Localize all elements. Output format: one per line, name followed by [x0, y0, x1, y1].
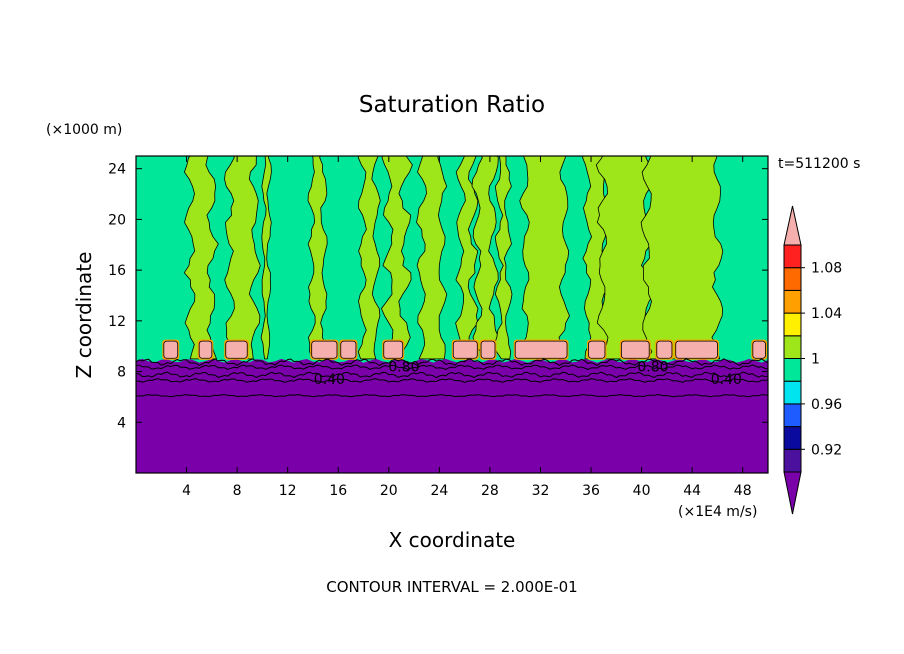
cloud-cap: [620, 340, 650, 359]
y-axis: 4 8 12 16 20 24: [108, 162, 768, 431]
supersaturated-column: [640, 156, 724, 360]
contour-line: [136, 378, 768, 383]
x-tick-label: 8: [233, 483, 242, 499]
supersaturated-column: [471, 156, 500, 360]
x-tick-label: 44: [683, 483, 701, 499]
colorbar-bin: [783, 312, 802, 337]
contour-value-label: 0.40: [711, 372, 742, 388]
x-tick-label: 16: [329, 483, 347, 499]
cloud-cap: [225, 340, 248, 359]
y-tick-label: 16: [108, 263, 126, 279]
contour-line: [136, 394, 768, 398]
x-tick-label: 24: [430, 483, 448, 499]
colorbar-label: 0.96: [811, 397, 842, 413]
plot-frame: [135, 155, 769, 474]
colorbar: 1.08 1.04 1 0.96 0.92: [783, 205, 842, 515]
cloud-cap: [311, 340, 338, 359]
supersaturated-column: [416, 156, 448, 360]
x-tick-label: 32: [532, 483, 550, 499]
cloud-cap: [198, 340, 213, 359]
supersaturated-column: [183, 156, 219, 360]
contour-interval-footer: CONTOUR INTERVAL = 2.000E-01: [326, 578, 577, 596]
cloud-cap: [675, 340, 718, 359]
colorbar-label: 1.04: [811, 306, 842, 322]
cloud-cap: [588, 340, 606, 359]
supersaturated-column: [224, 156, 261, 360]
colorbar-bin: [783, 448, 802, 473]
contour-line: [136, 358, 768, 367]
supersaturated-column: [380, 156, 413, 360]
contour-field: [136, 156, 768, 473]
colorbar-bin: [783, 244, 802, 269]
cloud-cap: [656, 340, 673, 359]
contour-value-label: 0.40: [314, 372, 345, 388]
y-tick-label: 20: [108, 212, 126, 228]
dry-layer-region: [136, 358, 768, 473]
supersaturated-column: [455, 156, 479, 360]
cloud-cap: [340, 340, 357, 359]
supersaturated-column: [519, 156, 570, 360]
contour-line: [136, 371, 768, 379]
supersaturated-column: [260, 156, 272, 360]
contour-value-label: 0.80: [388, 359, 419, 375]
y-axis-label: Z coordinate: [72, 252, 96, 379]
colorbar-bin: [783, 267, 802, 291]
contour-line: [136, 364, 768, 370]
x-tick-label: 40: [633, 483, 651, 499]
y-tick-label: 24: [108, 162, 126, 178]
y-tick-label: 12: [108, 314, 126, 330]
y-tick-label: 4: [117, 415, 126, 431]
x-axis-label: X coordinate: [389, 528, 516, 552]
colorbar-high-arrow: [783, 205, 802, 246]
cloud-cap: [452, 340, 478, 359]
x-unit-label: (×1E4 m/s): [678, 504, 757, 520]
contour-lines: [136, 358, 768, 398]
colorbar-bin: [783, 289, 802, 314]
colorbar-bin: [783, 403, 802, 428]
x-tick-label: 4: [182, 483, 191, 499]
x-tick-label: 48: [734, 483, 752, 499]
supersaturated-column: [357, 156, 381, 360]
contour-labels: 0.40 0.80 0.80 0.40: [314, 359, 742, 388]
colorbar-bin: [783, 335, 802, 359]
colorbar-label: 1: [811, 352, 820, 368]
x-tick-label: 12: [279, 483, 297, 499]
colorbar-low-arrow: [783, 471, 802, 515]
x-tick-label: 36: [582, 483, 600, 499]
colorbar-bin: [783, 358, 802, 382]
supersaturated-column: [493, 156, 513, 360]
y-tick-label: 8: [117, 365, 126, 381]
x-tick-label: 28: [481, 483, 499, 499]
colorbar-label: 1.08: [811, 261, 842, 277]
cloud-cap: [383, 340, 404, 359]
cloud-cap: [480, 340, 496, 359]
colorbar-bin: [783, 426, 802, 450]
colorbar-label: 0.92: [811, 442, 842, 458]
supersaturated-column: [307, 156, 329, 360]
contour-value-label: 0.80: [637, 359, 668, 375]
time-label: t=511200 s: [778, 156, 860, 172]
cloud-cap: [163, 340, 179, 359]
x-axis: 4 8 12 16 20 24 28 32 36 40 44 48: [182, 156, 752, 499]
colorbar-bin: [783, 380, 802, 405]
cloud-cap: [752, 340, 766, 359]
chart-title: Saturation Ratio: [359, 92, 545, 118]
y-unit-label: (×1000 m): [46, 122, 122, 138]
cloud-cap: [514, 340, 568, 359]
x-tick-label: 20: [380, 483, 398, 499]
